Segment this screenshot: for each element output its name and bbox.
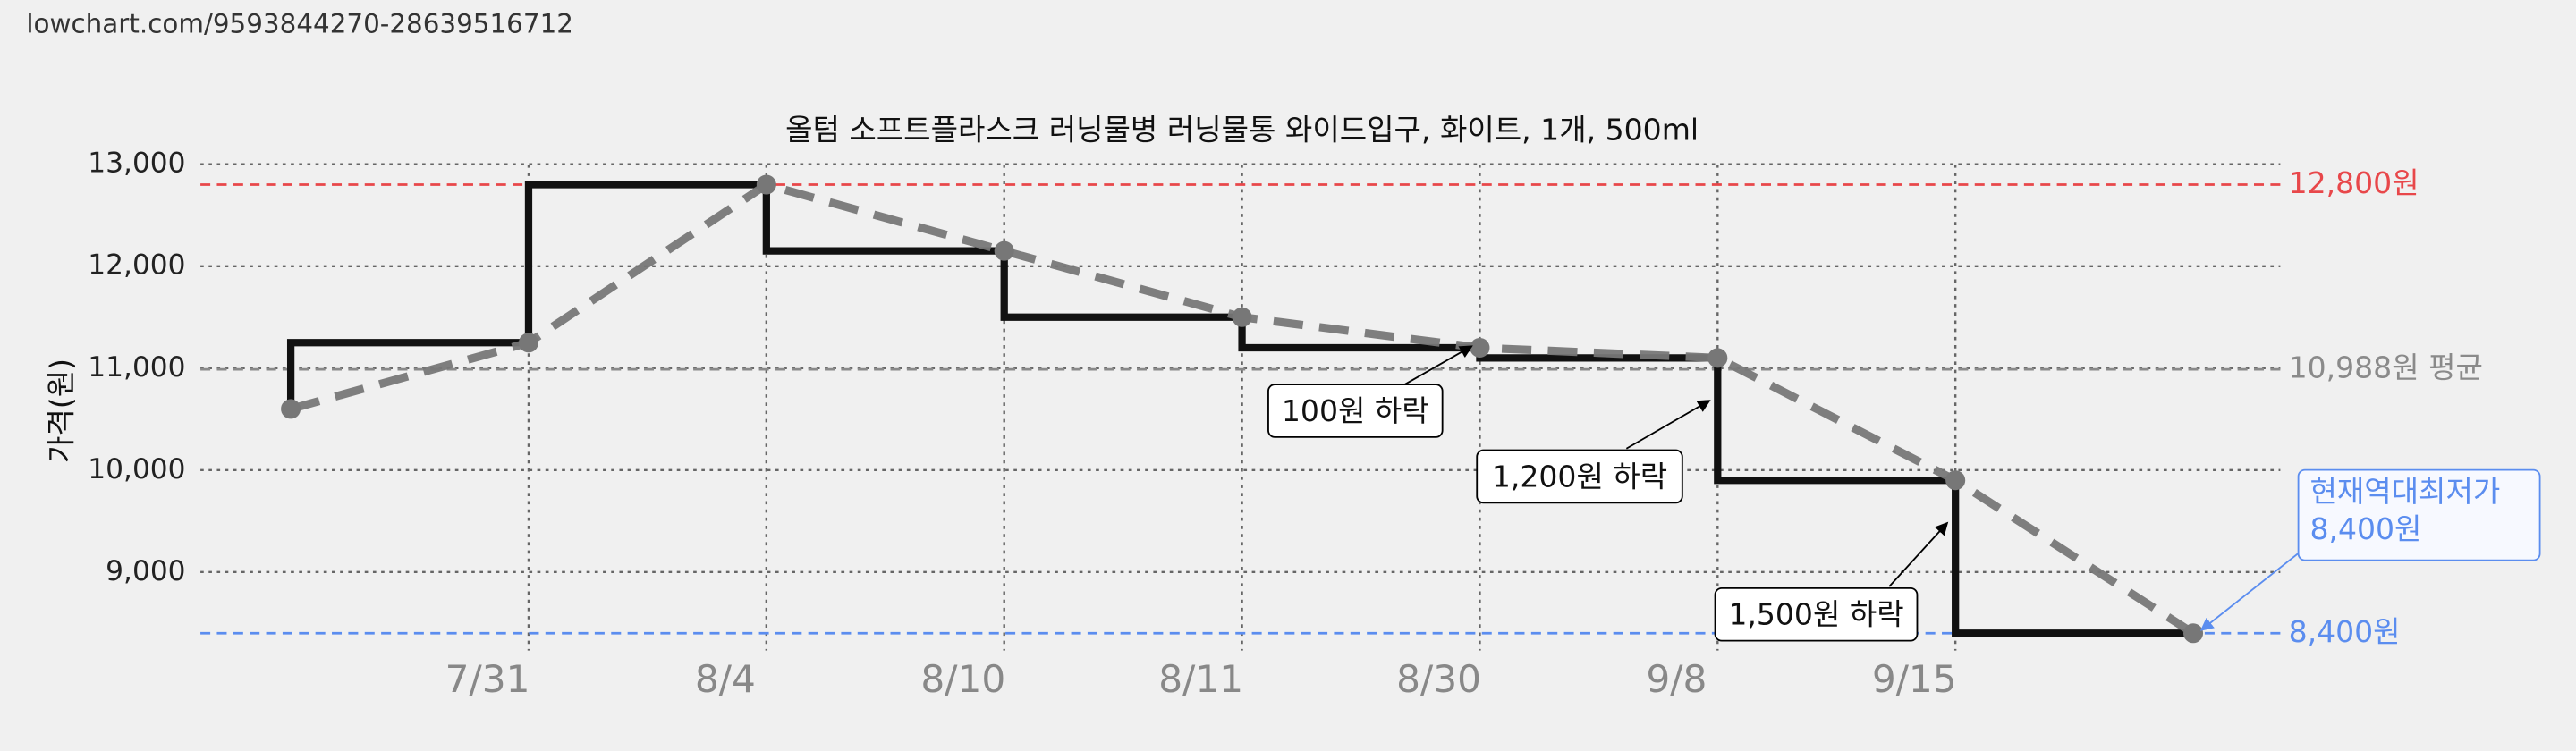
step-line: [1238, 316, 1480, 352]
annotation-text: 1,200원 하락: [1492, 459, 1667, 494]
point: [994, 240, 1014, 261]
step-line: [1714, 358, 1956, 485]
x-tick-label: 8/30: [1396, 657, 1481, 701]
point: [1232, 307, 1252, 327]
y-tick-label: 11,000: [88, 351, 185, 384]
lowest-arrow: [2199, 544, 2309, 631]
x-tick-label: 8/11: [1158, 657, 1243, 701]
step-line: [524, 181, 767, 343]
chart-title: 올텀 소프트플라스크 러닝물병 러닝물통 와이드입구, 화이트, 1개, 500…: [785, 113, 1699, 148]
x-tick-label: 8/10: [920, 657, 1005, 701]
annotation-box: [1267, 384, 1444, 438]
lowest-label: 현재역대최저가: [2309, 474, 2500, 509]
y-tick-label: 13,000: [88, 148, 185, 180]
step-line: [762, 184, 1004, 255]
annotation-box: [1476, 449, 1683, 504]
y-tick-label: 10,000: [88, 453, 185, 485]
x-tick-label: 8/4: [695, 657, 756, 701]
x-tick-label: 9/15: [1872, 657, 1957, 701]
annotation-arrow: [1625, 400, 1711, 450]
y-tick-label: 9,000: [106, 555, 185, 587]
annotation-arrow: [1888, 521, 1949, 587]
step-line: [286, 339, 529, 409]
step-line: [1952, 480, 2194, 637]
annotation-text: 1,500원 하락: [1728, 597, 1903, 632]
annotation-box: [1714, 586, 1919, 642]
lowest-box: [2297, 468, 2541, 561]
point: [756, 174, 776, 195]
reference-label: 10,988원 평균: [2289, 350, 2483, 385]
point: [281, 399, 301, 419]
lowest-label: 8,400원: [2309, 511, 2421, 546]
annotation-text: 100원 하락: [1282, 393, 1429, 428]
point: [1945, 470, 1966, 491]
y-tick-label: 12,000: [88, 249, 185, 282]
point: [1707, 348, 1728, 368]
url: lowchart.com/9593844270-28639516712: [26, 8, 573, 38]
y-axis-label: 가격(원): [43, 359, 78, 463]
reference-label: 12,800원: [2289, 165, 2419, 200]
point: [1470, 337, 1490, 359]
reference-label: 8,400원: [2289, 614, 2401, 649]
step-line: [1000, 250, 1242, 321]
x-tick-label: 9/8: [1646, 657, 1707, 701]
x-tick-label: 7/31: [445, 657, 530, 701]
point: [2183, 623, 2204, 644]
point: [518, 333, 538, 353]
annotation-arrow: [1403, 345, 1473, 385]
